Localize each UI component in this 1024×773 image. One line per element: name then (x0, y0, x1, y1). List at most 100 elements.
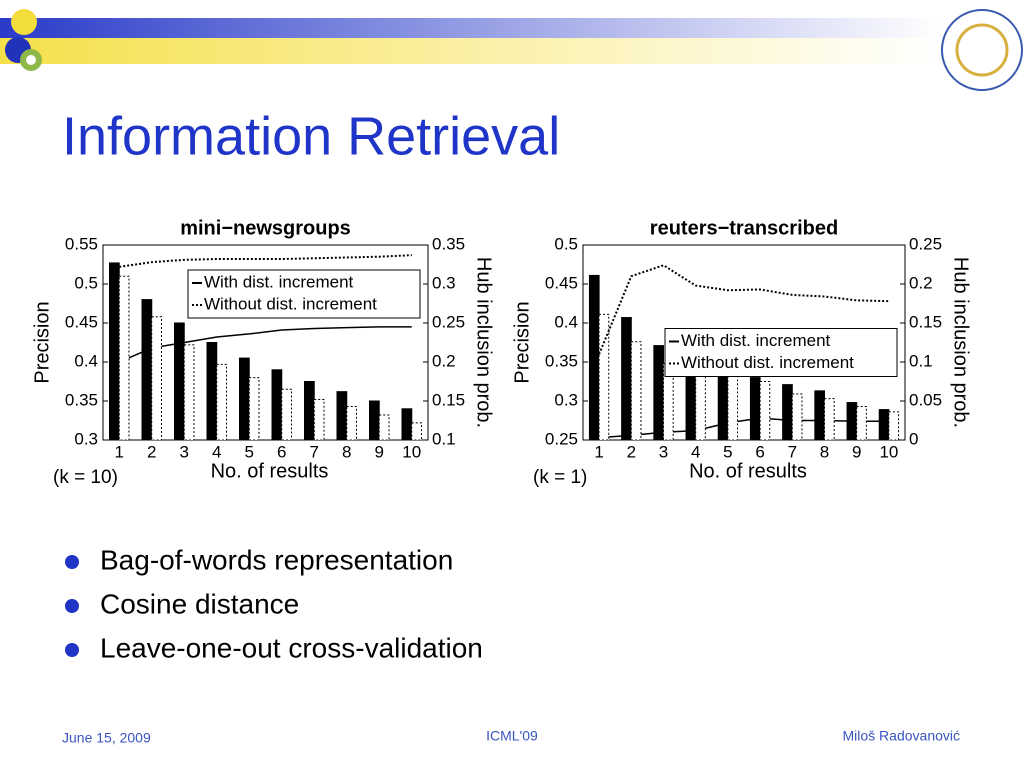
hub-line (118, 326, 412, 363)
y2-tick-label: 0.35 (432, 234, 465, 253)
slide-title: Information Retrieval (62, 106, 560, 166)
x-tick-label: 10 (879, 442, 898, 461)
y-tick-label: 0.4 (74, 351, 98, 370)
bar (653, 345, 665, 441)
bar (141, 299, 153, 441)
bar (369, 400, 380, 441)
bar (378, 414, 390, 441)
legend-box (187, 269, 421, 319)
x-tick-label: 6 (755, 442, 764, 461)
hub-line (599, 417, 889, 439)
bar (727, 368, 739, 441)
y2-tick-label: 0.1 (432, 429, 456, 448)
y-tick-label: 0.5 (554, 234, 578, 253)
y2-tick-label: 0.15 (909, 312, 942, 331)
bar (118, 275, 130, 441)
x-tick-label: 7 (788, 442, 797, 461)
y2-tick-label: 0.25 (432, 312, 465, 331)
x-tick-label: 2 (627, 442, 636, 461)
bar (630, 341, 642, 441)
bar (183, 344, 195, 441)
bar (151, 316, 162, 441)
bullet-dot (65, 643, 79, 657)
charts: mini−newsgroups0.30.350.40.450.50.550.10… (31, 217, 971, 488)
bar (598, 313, 610, 441)
y-tick-label: 0.45 (545, 273, 578, 292)
bullet-text: Cosine distance (100, 588, 299, 619)
y-axis-label: Precision (511, 301, 533, 383)
legend-label: With dist. increment (204, 272, 354, 291)
y2-tick-label: 0 (909, 429, 918, 448)
x-tick-label: 4 (212, 442, 221, 461)
bar (248, 377, 260, 441)
chart: reuters−transcribed0.250.30.350.40.450.5… (511, 217, 971, 488)
chart: mini−newsgroups0.30.350.40.450.50.550.10… (31, 217, 494, 488)
bar (749, 377, 761, 441)
bullet-list: Bag-of-words representation Cosine distan… (65, 544, 483, 663)
x-tick-label: 3 (180, 442, 189, 461)
chart-caption: (k = 10) (53, 467, 118, 488)
y-axis-label: Precision (31, 301, 53, 383)
y2-tick-label: 0.3 (432, 273, 456, 292)
bar (814, 390, 826, 441)
bar (281, 388, 292, 441)
bar (109, 262, 120, 441)
chart-title: mini−newsgroups (180, 217, 351, 239)
x-tick-label: 3 (659, 442, 668, 461)
y2-axis-label: Hub inclusion prob. (473, 257, 495, 428)
bar (782, 384, 793, 441)
y-tick-label: 0.35 (65, 390, 98, 409)
x-tick-label: 1 (594, 442, 603, 461)
bar (888, 411, 900, 441)
y-tick-label: 0.4 (554, 312, 578, 331)
bar (206, 342, 218, 441)
bar (878, 409, 890, 441)
bar (304, 381, 315, 441)
x-tick-label: 9 (852, 442, 861, 461)
x-tick-label: 9 (375, 442, 384, 461)
bar (336, 391, 348, 441)
x-tick-label: 5 (245, 442, 254, 461)
bar (759, 381, 771, 441)
logo (941, 9, 1023, 91)
bar (174, 322, 185, 441)
y2-tick-label: 0.1 (909, 351, 933, 370)
y-tick-label: 0.25 (545, 429, 578, 448)
bullet-dot (65, 599, 79, 613)
legend-label: Without dist. increment (681, 353, 854, 372)
deco-circle (11, 9, 37, 35)
y2-tick-label: 0.25 (909, 234, 942, 253)
bar (271, 369, 283, 441)
x-tick-label: 1 (115, 442, 124, 461)
bar (411, 422, 422, 441)
x-tick-label: 6 (277, 442, 286, 461)
bullet-text: Bag-of-words representation (100, 544, 453, 575)
bar (588, 274, 600, 441)
bullet-text: Leave-one-out cross-validation (100, 632, 483, 663)
plot-frame (582, 244, 906, 441)
bar (216, 363, 227, 441)
y-tick-label: 0.35 (545, 351, 578, 370)
chart-title: reuters−transcribed (650, 217, 838, 239)
logo (955, 23, 1009, 77)
bar (791, 393, 803, 441)
x-tick-label: 8 (342, 442, 351, 461)
chart-caption: (k = 1) (533, 467, 587, 488)
y2-tick-label: 0.2 (432, 351, 456, 370)
y-tick-label: 0.45 (65, 312, 98, 331)
x-tick-label: 5 (723, 442, 732, 461)
legend-box (664, 328, 898, 377)
bar (824, 398, 835, 441)
legend-label: With dist. increment (681, 331, 831, 350)
hub-line (598, 264, 889, 355)
bar (695, 365, 706, 441)
header-band-blue (0, 18, 940, 38)
plot-frame (102, 244, 429, 441)
footer-venue: ICML'09 (486, 728, 538, 744)
hub-line (119, 254, 412, 268)
header-band-yellow (0, 38, 940, 64)
footer-date: June 15, 2009 (62, 730, 151, 746)
x-axis-label: No. of results (689, 460, 807, 482)
y2-tick-label: 0.2 (909, 273, 933, 292)
